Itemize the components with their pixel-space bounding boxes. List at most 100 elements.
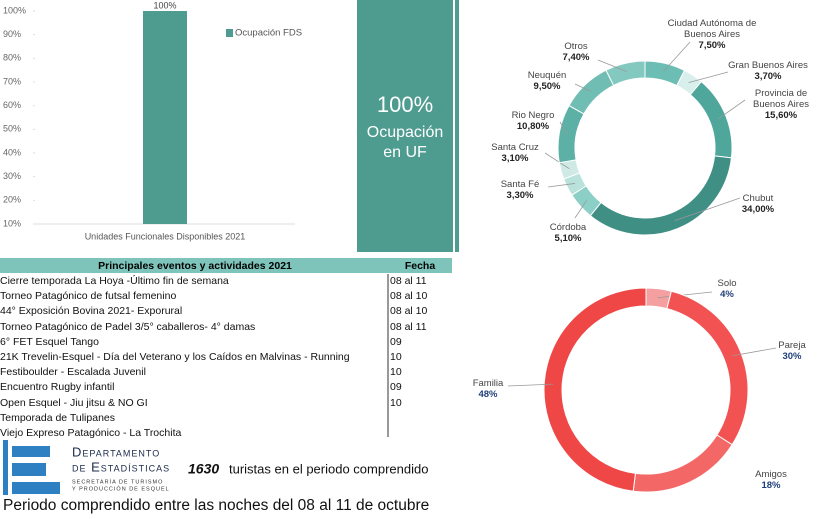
donut-label-name: Otros	[564, 41, 588, 52]
leader-line	[559, 121, 568, 135]
donut-label-name: Rio Negro	[511, 110, 555, 121]
logo-text: de Estadísticas	[72, 459, 170, 474]
donut-label-name: Ciudad Autónoma de Buenos Aires	[667, 18, 757, 40]
logo-icon	[12, 446, 50, 457]
leader-line	[574, 200, 587, 219]
table-cell: Torneo Patagónico de Padel 3/5° caballer…	[0, 320, 256, 333]
table-header	[0, 258, 452, 273]
donut-label-value: 7,50%	[698, 40, 726, 51]
donut-label-name: Familia	[472, 378, 504, 389]
table-cell: Cierre temporada La Hoya -Último fin de …	[0, 275, 229, 287]
footer: Periodo comprendido entre las noches del…	[3, 497, 429, 514]
table-cell: 21K Trevelin-Esquel - Día del Veterano y…	[0, 351, 350, 363]
donut-label: Neuquén 9,50%	[517, 70, 577, 92]
table-cell: 08 al 10	[390, 305, 428, 318]
donut-label-name: Gran Buenos Aires	[728, 60, 808, 71]
donut-label-name: Amigos	[755, 469, 787, 480]
leader-line	[688, 71, 729, 84]
donut-label: Amigos 18%	[746, 469, 796, 491]
leader-line	[663, 41, 691, 72]
donut-label: Ciudad Autónoma de Buenos Aires 7,50%	[667, 18, 757, 51]
y-tick-label: 30%	[3, 171, 21, 181]
legend-label: Ocupación FDS	[235, 28, 302, 39]
leader-line	[732, 347, 777, 357]
donut-label: Pareja 30%	[767, 340, 817, 362]
y-tick-label: 60%	[3, 100, 21, 110]
donut-label-value: 5,10%	[554, 233, 582, 244]
leader-line	[717, 99, 746, 120]
table-cell: Viejo Expreso Patagónico - La Trochita	[0, 427, 182, 439]
y-tick-label: 70%	[3, 76, 21, 86]
y-tick-label: 100%	[3, 5, 26, 15]
leader-line	[544, 152, 570, 170]
table-cell: 10	[390, 351, 402, 363]
donut-label-name: Chubut	[742, 193, 774, 204]
tourist-count: 1630	[188, 461, 219, 477]
donut-label: Otros 7,40%	[546, 41, 606, 63]
table-cell: 44° Exposición Bovina 2021- Exporural	[0, 305, 183, 318]
donut-label-value: 30%	[782, 351, 802, 362]
donut-label: Gran Buenos Aires 3,70%	[723, 60, 813, 82]
donut-segment	[632, 434, 733, 493]
donut-label: Santa Fé 3,30%	[490, 179, 550, 201]
logo-text: y Producción de Esquel	[72, 485, 170, 492]
table-cell: 09	[390, 335, 402, 348]
y-tick-label: 20%	[3, 195, 21, 205]
y-tick-label: 50%	[3, 124, 21, 134]
logo-icon	[3, 440, 8, 495]
y-tick-label: 40%	[3, 147, 21, 157]
donut-label-value: 9,50%	[533, 81, 561, 92]
donut-label: Familia 48%	[463, 378, 513, 400]
bar-value-label: 100%	[153, 0, 176, 10]
donut-label: Solo 4%	[702, 278, 752, 300]
logo-icon	[12, 463, 46, 476]
table-header-cell: Principales eventos y actividades 2021	[98, 260, 292, 272]
donut-label-value: 18%	[761, 480, 781, 491]
donut-label-value: 7,40%	[562, 52, 590, 63]
donut-label-name: Provincia de Buenos Aires	[753, 88, 809, 110]
leader-line	[574, 83, 591, 92]
donut-label-value: 10,80%	[516, 121, 550, 132]
divider	[455, 0, 459, 252]
donut-label-name: Santa Fé	[500, 179, 540, 190]
donut-segment	[543, 287, 647, 492]
donut-label-value: 48%	[478, 389, 498, 400]
donut-segment	[666, 290, 749, 446]
tourist-text: turistas en el periodo comprendido	[229, 461, 428, 476]
legend-swatch	[226, 29, 233, 37]
donut-label-name: Córdoba	[549, 222, 587, 233]
table-cell: 10	[390, 366, 402, 379]
donut-label: Rio Negro 10,80%	[503, 110, 563, 132]
donut-label-name: Solo	[717, 278, 737, 289]
donut-label-value: 3,70%	[754, 71, 782, 82]
donut-label-value: 15,60%	[764, 110, 798, 121]
kpi-value: 100%	[377, 92, 433, 117]
table-cell: 10	[390, 396, 402, 409]
donut-label-value: 34,00%	[741, 204, 775, 215]
kpi-line: en UF	[383, 144, 427, 161]
logo-text: Secretaría de Turismo	[72, 478, 163, 485]
bar	[143, 11, 187, 224]
leader-line	[674, 197, 741, 221]
y-tick-label: 10%	[3, 218, 21, 228]
table-cell: 09	[390, 381, 402, 394]
donut-label: Córdoba 5,10%	[538, 222, 598, 244]
y-tick-label: 90%	[3, 29, 21, 39]
leader-line	[507, 383, 554, 387]
table-cell: Torneo Patagónico de futsal femenino	[0, 290, 177, 303]
kpi-box	[357, 0, 453, 252]
donut-label-name: Pareja	[778, 340, 806, 351]
logo-icon	[12, 482, 60, 494]
kpi-line: Ocupación	[367, 124, 444, 141]
table-cell: 08 al 11	[390, 275, 427, 287]
leader-line	[597, 59, 628, 72]
donut-label-value: 3,30%	[506, 190, 534, 201]
donut-label-value: 3,10%	[501, 153, 529, 164]
table-header-cell: Fecha	[405, 260, 436, 272]
donut-label-value: 4%	[720, 289, 734, 300]
donut-label: Santa Cruz 3,10%	[485, 142, 545, 164]
table-cell: 6° FET Esquel Tango	[0, 335, 99, 348]
x-tick-label: Unidades Funcionales Disponibles 2021	[85, 231, 246, 241]
